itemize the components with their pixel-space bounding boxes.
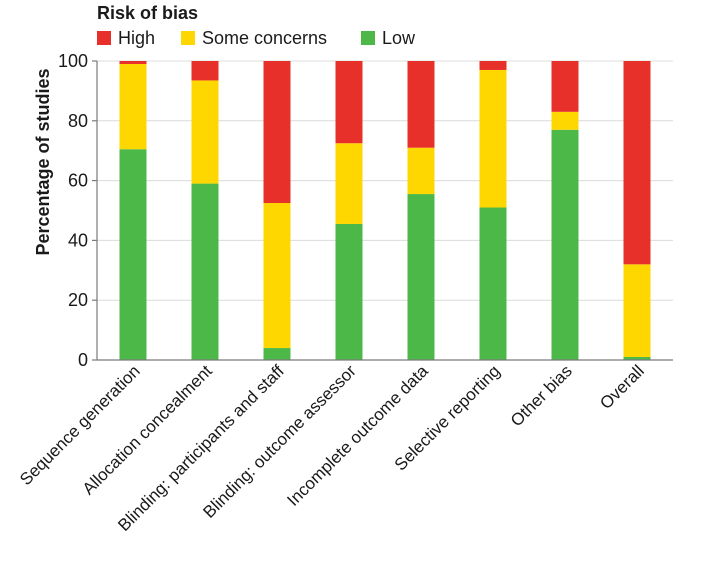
y-tick-label-80: 80 bbox=[68, 111, 88, 131]
bar-selective-reporting-some-concerns bbox=[479, 69, 507, 208]
bar-incomplete-outcome-data-some-concerns bbox=[407, 147, 435, 195]
bar-sequence-generation-some-concerns bbox=[119, 63, 147, 150]
bar-group-overall bbox=[623, 61, 651, 360]
legend-item-high: High bbox=[97, 28, 155, 48]
legend-swatch-high bbox=[97, 31, 111, 45]
y-axis-title: Percentage of studies bbox=[33, 68, 53, 255]
x-tick-label-blinding-outcome-assessor: Blinding: outcome assessor bbox=[199, 361, 360, 522]
legend-title: Risk of bias bbox=[97, 3, 198, 23]
bar-allocation-concealment-high bbox=[191, 61, 219, 81]
bar-allocation-concealment-low bbox=[191, 183, 219, 360]
bar-selective-reporting-high bbox=[479, 61, 507, 70]
y-tick-label-60: 60 bbox=[68, 171, 88, 191]
y-tick-label-20: 20 bbox=[68, 290, 88, 310]
bar-allocation-concealment-some-concerns bbox=[191, 80, 219, 184]
bar-overall-high bbox=[623, 61, 651, 265]
bar-other-bias-high bbox=[551, 61, 579, 112]
bar-incomplete-outcome-data-low bbox=[407, 194, 435, 360]
y-tick-label-100: 100 bbox=[58, 51, 88, 71]
bar-group-blinding-participants-and-staff bbox=[263, 61, 291, 360]
bar-group-incomplete-outcome-data bbox=[407, 61, 435, 360]
x-tick-label-other-bias: Other bias bbox=[507, 361, 576, 430]
bar-blinding-participants-and-staff-high bbox=[263, 61, 291, 204]
bar-group-other-bias bbox=[551, 61, 579, 360]
y-tick-label-0: 0 bbox=[78, 350, 88, 370]
gridlines bbox=[97, 60, 673, 301]
bar-overall-low bbox=[623, 357, 651, 360]
y-tick-label-40: 40 bbox=[68, 230, 88, 250]
bar-sequence-generation-low bbox=[119, 149, 147, 360]
bar-group-sequence-generation bbox=[119, 61, 147, 360]
bar-blinding-outcome-assessor-low bbox=[335, 223, 363, 360]
axes bbox=[96, 61, 673, 361]
bar-group-blinding-outcome-assessor bbox=[335, 61, 363, 360]
x-tick-label-incomplete-outcome-data: Incomplete outcome data bbox=[283, 361, 432, 510]
bar-sequence-generation-high bbox=[119, 61, 147, 64]
bar-other-bias-some-concerns bbox=[551, 111, 579, 130]
bars bbox=[119, 61, 651, 360]
x-tick-label-overall: Overall bbox=[596, 361, 648, 413]
bar-group-selective-reporting bbox=[479, 61, 507, 360]
bar-other-bias-low bbox=[551, 129, 579, 360]
legend-label-low: Low bbox=[382, 28, 416, 48]
legend-label-some-concerns: Some concerns bbox=[202, 28, 327, 48]
bar-blinding-participants-and-staff-low bbox=[263, 348, 291, 360]
legend-item-low: Low bbox=[361, 28, 416, 48]
bar-blinding-participants-and-staff-some-concerns bbox=[263, 203, 291, 349]
x-tick-label-allocation-concealment: Allocation concealment bbox=[79, 361, 216, 498]
bar-incomplete-outcome-data-high bbox=[407, 61, 435, 148]
legend-label-high: High bbox=[118, 28, 155, 48]
legend-item-some-concerns: Some concerns bbox=[181, 28, 327, 48]
bar-group-allocation-concealment bbox=[191, 61, 219, 360]
legend-swatch-low bbox=[361, 31, 375, 45]
legend-swatch-some-concerns bbox=[181, 31, 195, 45]
legend: Risk of bias High Some concerns Low bbox=[97, 3, 416, 48]
bar-selective-reporting-low bbox=[479, 207, 507, 360]
bar-blinding-outcome-assessor-high bbox=[335, 61, 363, 144]
bar-blinding-outcome-assessor-some-concerns bbox=[335, 143, 363, 224]
bar-overall-some-concerns bbox=[623, 264, 651, 358]
x-tick-label-sequence-generation: Sequence generation bbox=[16, 361, 144, 489]
y-tick-labels: 0 20 40 60 80 100 bbox=[58, 51, 97, 370]
